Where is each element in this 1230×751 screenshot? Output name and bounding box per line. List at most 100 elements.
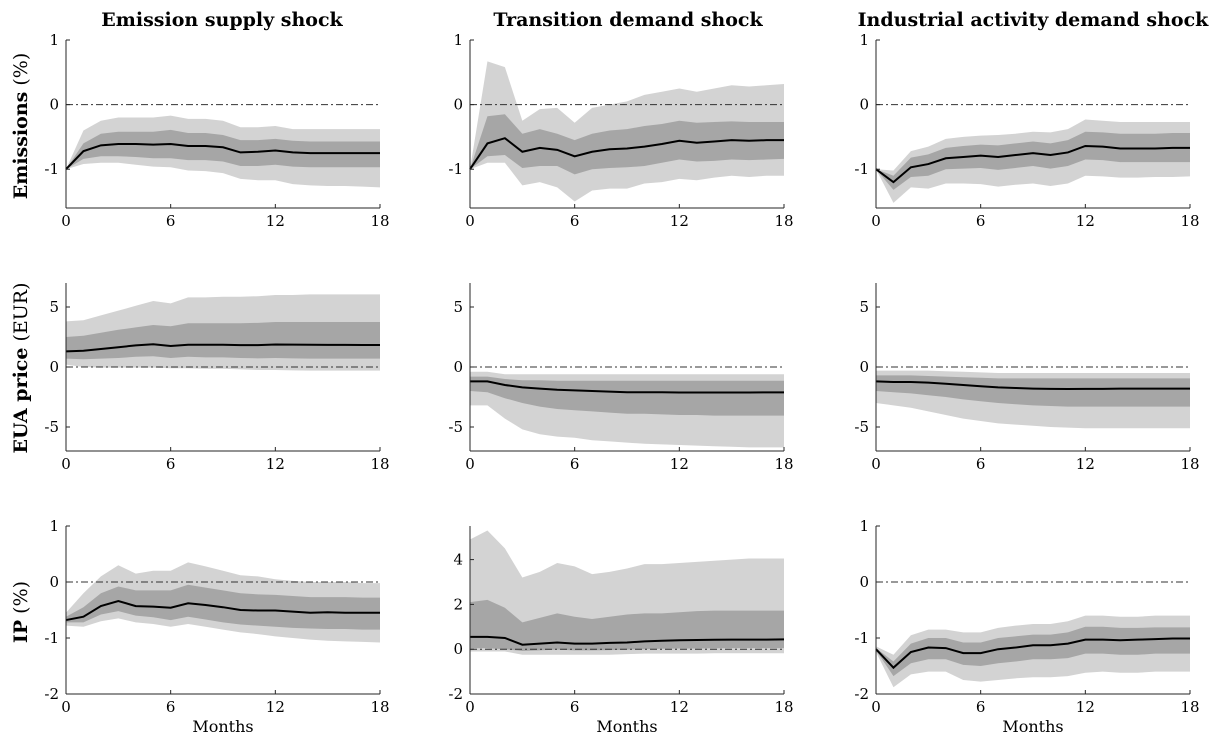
x-tick-label: 0 bbox=[871, 212, 881, 230]
y-tick-label: 0 bbox=[49, 573, 59, 591]
x-tick-label: 18 bbox=[774, 455, 793, 473]
y-tick-label: 0 bbox=[49, 358, 59, 376]
x-axis-label: Months bbox=[192, 717, 253, 736]
median-response-line bbox=[65, 343, 380, 353]
panel-6: 0 6 12 18 -2 -1 0 1 Months bbox=[44, 517, 389, 736]
x-tick-label: 18 bbox=[370, 698, 389, 716]
x-tick-label: 0 bbox=[61, 698, 71, 716]
y-tick-label: -5 bbox=[854, 418, 869, 436]
y-tick-label: 1 bbox=[49, 31, 59, 49]
y-tick-label: 2 bbox=[453, 595, 463, 613]
inner-confidence-band bbox=[470, 114, 784, 175]
x-tick-label: 6 bbox=[166, 455, 176, 473]
y-tick-label: -2 bbox=[854, 685, 869, 703]
inner-confidence-band bbox=[876, 131, 1190, 190]
y-tick-label: 5 bbox=[49, 298, 59, 316]
y-tick-label: 5 bbox=[859, 298, 869, 316]
x-tick-label: 18 bbox=[1180, 698, 1199, 716]
x-tick-label: 6 bbox=[976, 455, 986, 473]
x-tick-label: 12 bbox=[266, 455, 285, 473]
median-response-line bbox=[470, 380, 784, 394]
panel-8: 0 6 12 18 -2 -1 0 1 Months bbox=[854, 517, 1199, 736]
y-tick-label: 1 bbox=[859, 517, 869, 535]
x-tick-label: 0 bbox=[465, 698, 475, 716]
x-tick-label: 18 bbox=[370, 455, 389, 473]
x-tick-label: 12 bbox=[266, 212, 285, 230]
median-response-line bbox=[875, 380, 1190, 390]
y-tick-label: -1 bbox=[854, 629, 869, 647]
y-tick-label: 0 bbox=[859, 573, 869, 591]
row-label-ip: IP (%) bbox=[10, 581, 32, 643]
x-tick-label: 12 bbox=[670, 698, 689, 716]
x-tick-label: 6 bbox=[166, 698, 176, 716]
column-title-transition-demand: Transition demand shock bbox=[493, 9, 763, 31]
y-tick-label: 0 bbox=[49, 96, 59, 114]
y-tick-label: -1 bbox=[854, 160, 869, 178]
y-tick-label: 5 bbox=[453, 298, 463, 316]
x-tick-label: 12 bbox=[1076, 212, 1095, 230]
column-title-emission-supply: Emission supply shock bbox=[101, 9, 343, 31]
row-labels: Emissions (%) EUA price (EUR) IP (%) bbox=[10, 53, 32, 643]
y-tick-label: 1 bbox=[49, 517, 59, 535]
x-tick-label: 18 bbox=[774, 212, 793, 230]
panel-5: 0 6 12 18 -5 0 5 bbox=[854, 283, 1200, 473]
inner-confidence-band bbox=[66, 322, 380, 360]
x-tick-label: 6 bbox=[976, 698, 986, 716]
row-label-emissions: Emissions (%) bbox=[10, 53, 32, 200]
x-tick-label: 12 bbox=[1076, 455, 1095, 473]
x-tick-label: 18 bbox=[774, 698, 793, 716]
x-tick-label: 6 bbox=[570, 698, 580, 716]
x-tick-label: 0 bbox=[465, 455, 475, 473]
median-response-line bbox=[875, 637, 1190, 670]
row-label-eua-price: EUA price (EUR) bbox=[10, 282, 32, 453]
panel-1: 0 6 12 18 -1 0 1 bbox=[448, 31, 793, 230]
column-title-industrial-activity: Industrial activity demand shock bbox=[858, 9, 1209, 31]
median-response-line bbox=[65, 599, 380, 622]
x-tick-label: 12 bbox=[670, 212, 689, 230]
panel-0: 0 6 12 18 -1 0 1 bbox=[44, 31, 389, 230]
median-response-line bbox=[469, 137, 784, 170]
x-tick-label: 18 bbox=[370, 212, 389, 230]
column-titles: Emission supply shock Transition demand … bbox=[101, 9, 1209, 31]
x-tick-label: 6 bbox=[976, 212, 986, 230]
y-tick-label: 0 bbox=[453, 96, 463, 114]
x-tick-label: 18 bbox=[1180, 212, 1199, 230]
y-tick-label: -2 bbox=[44, 685, 59, 703]
median-response-line bbox=[875, 144, 1190, 184]
y-tick-label: -1 bbox=[448, 160, 463, 178]
y-tick-label: 0 bbox=[453, 358, 463, 376]
x-tick-label: 0 bbox=[61, 455, 71, 473]
y-tick-label: 0 bbox=[859, 96, 869, 114]
inner-confidence-band bbox=[66, 129, 380, 170]
x-tick-label: 0 bbox=[871, 455, 881, 473]
y-tick-label: -1 bbox=[44, 629, 59, 647]
panel-4: 0 6 12 18 -5 0 5 bbox=[448, 283, 794, 473]
y-tick-label: 1 bbox=[453, 31, 463, 49]
y-tick-label: 4 bbox=[453, 551, 463, 569]
y-tick-label: -5 bbox=[44, 418, 59, 436]
x-tick-label: 12 bbox=[1076, 698, 1095, 716]
y-tick-label: -2 bbox=[448, 685, 463, 703]
y-tick-label: 0 bbox=[453, 640, 463, 658]
median-response-line bbox=[65, 143, 380, 170]
x-tick-label: 12 bbox=[266, 698, 285, 716]
x-tick-label: 6 bbox=[166, 212, 176, 230]
y-tick-label: 1 bbox=[859, 31, 869, 49]
panel-3: 0 6 12 18 -5 0 5 bbox=[44, 283, 390, 473]
x-tick-label: 0 bbox=[61, 212, 71, 230]
x-tick-label: 12 bbox=[670, 455, 689, 473]
x-tick-label: 6 bbox=[570, 455, 580, 473]
inner-confidence-band bbox=[470, 376, 784, 416]
x-axis-label: Months bbox=[596, 717, 657, 736]
x-tick-label: 18 bbox=[1180, 455, 1199, 473]
y-tick-label: 0 bbox=[859, 358, 869, 376]
median-response-line bbox=[470, 635, 785, 646]
y-tick-label: -1 bbox=[44, 160, 59, 178]
x-axis-label: Months bbox=[1002, 717, 1063, 736]
y-tick-label: -5 bbox=[448, 418, 463, 436]
inner-confidence-band bbox=[470, 599, 784, 651]
x-tick-label: 0 bbox=[871, 698, 881, 716]
